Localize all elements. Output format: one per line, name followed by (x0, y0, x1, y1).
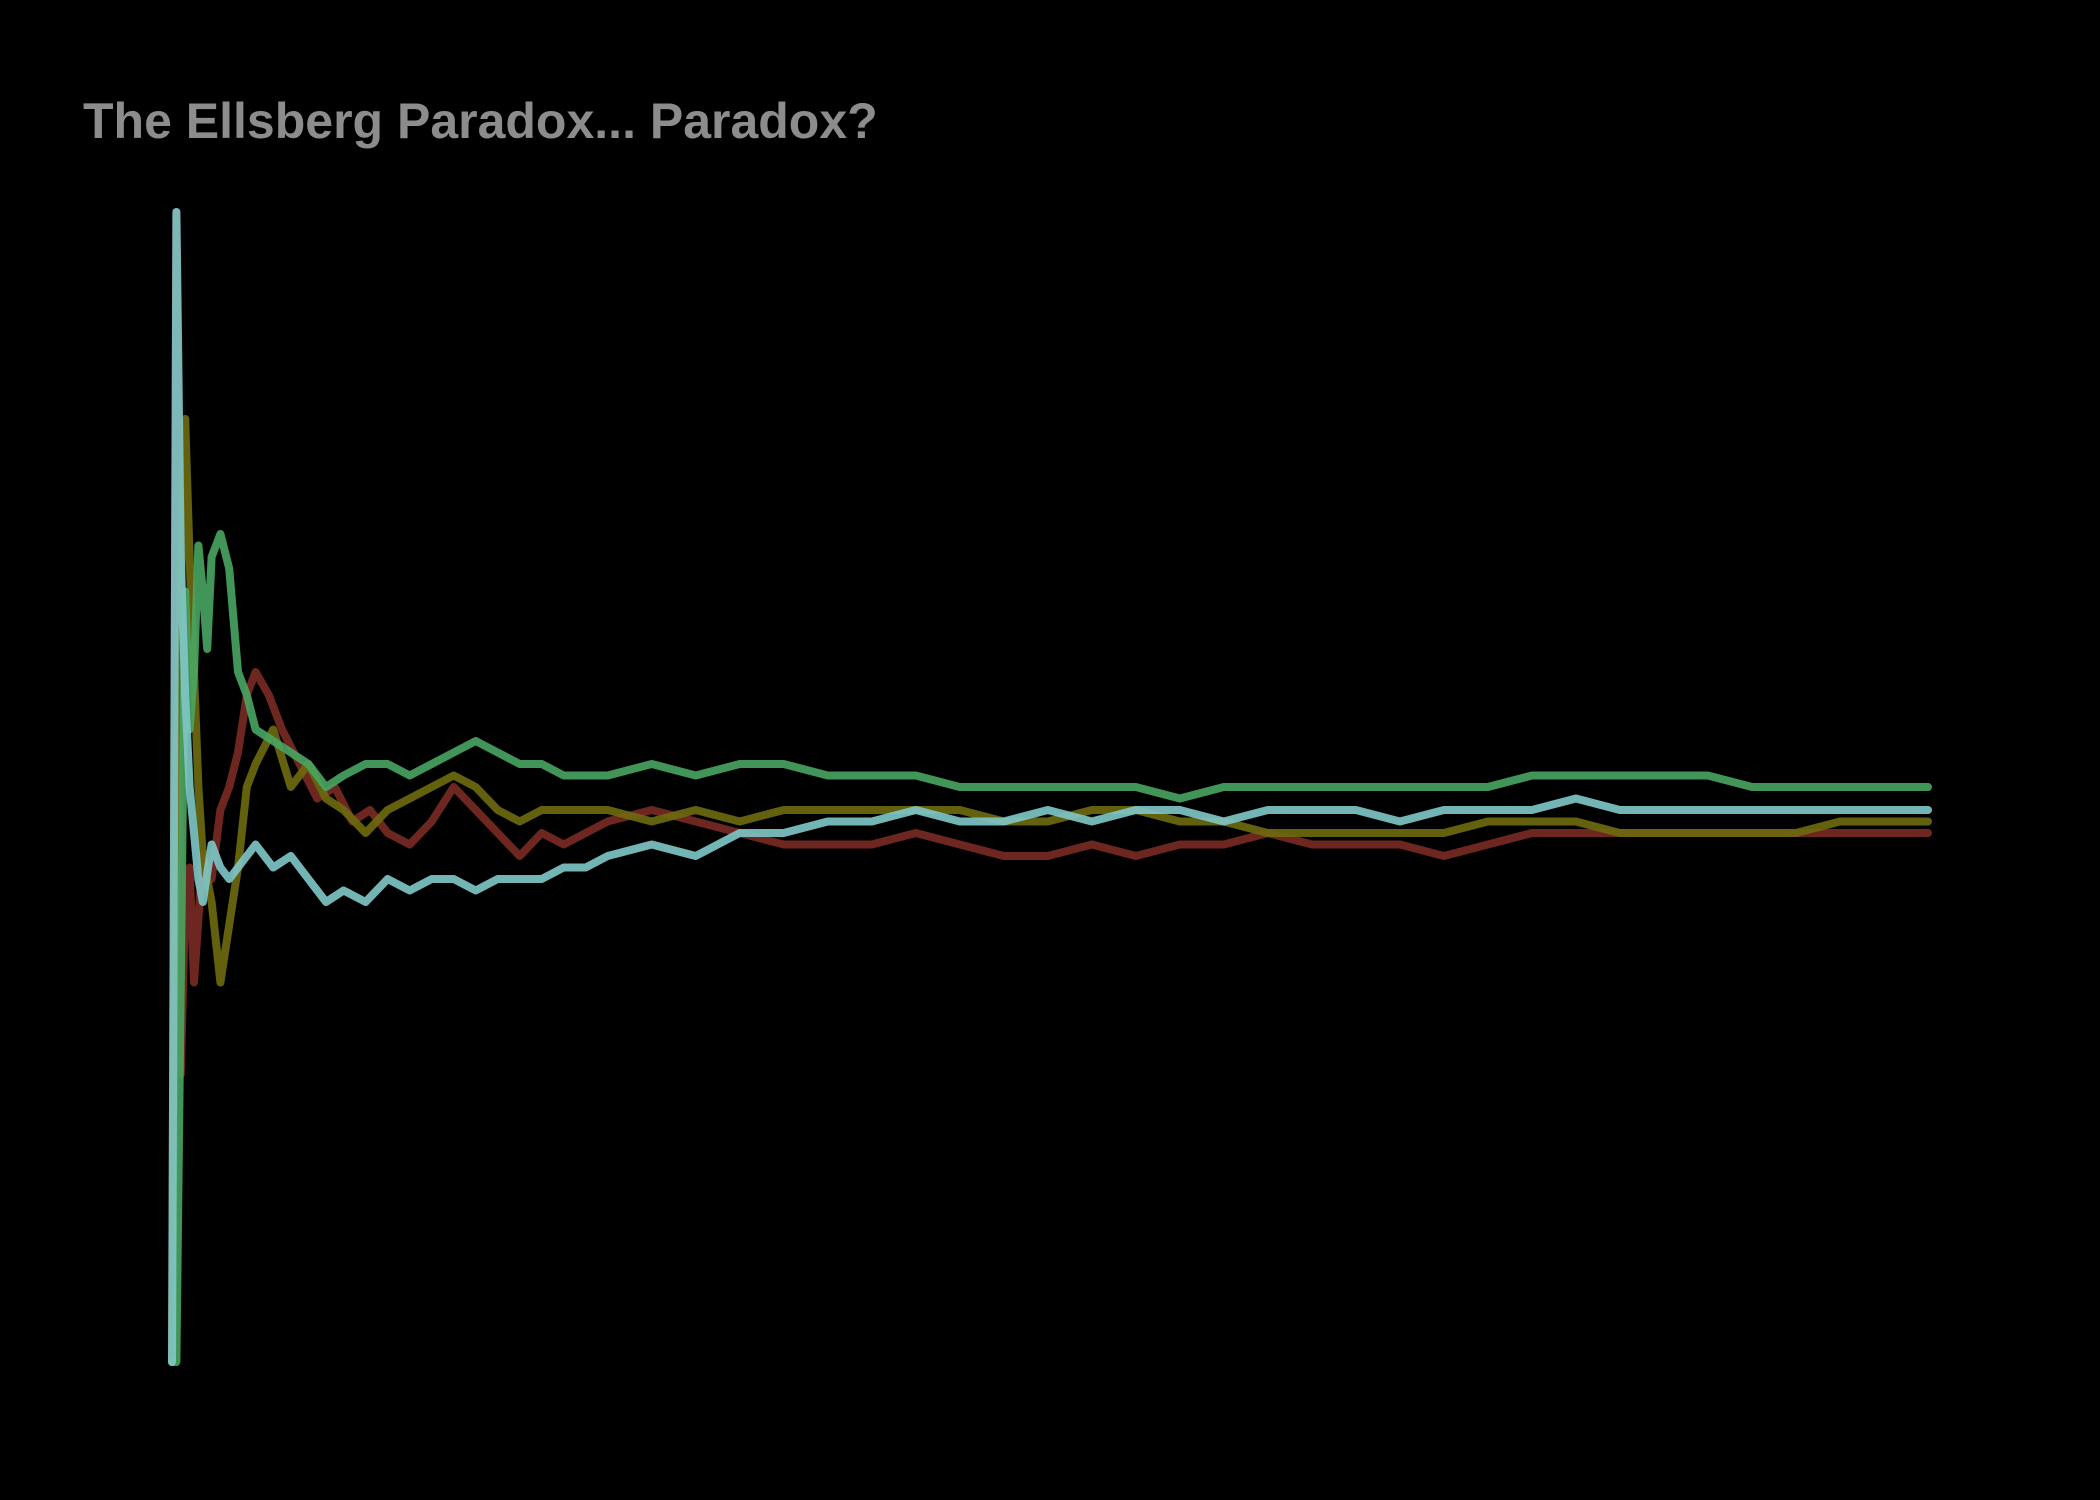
series-line-3 (168, 530, 1932, 1366)
series-line-4 (168, 208, 1932, 1366)
series-line-2 (168, 415, 1932, 1366)
chart-title: The Ellsberg Paradox... Paradox? (83, 93, 878, 149)
series-line-1 (168, 208, 1932, 1366)
series-layer (168, 208, 1932, 1366)
